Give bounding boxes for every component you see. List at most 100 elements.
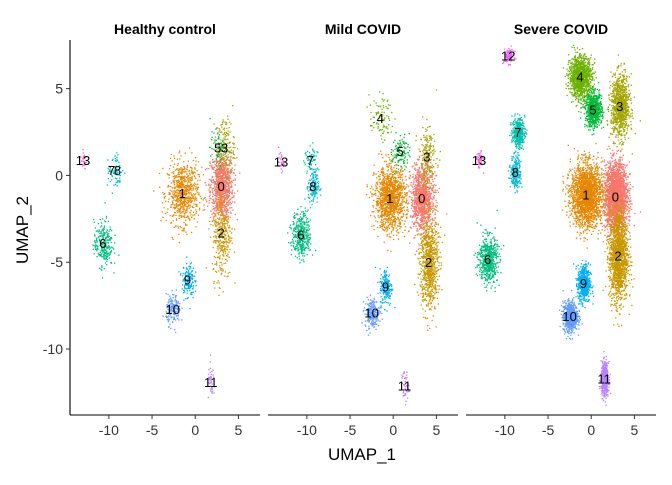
cell-point [178, 170, 179, 171]
cell-point [181, 217, 182, 218]
cell-point [196, 204, 197, 205]
cell-point [226, 197, 227, 198]
cell-point [432, 206, 433, 207]
cell-point [419, 225, 420, 226]
cell-point [196, 211, 197, 212]
cell-point [409, 243, 410, 244]
cell-point [221, 245, 222, 246]
cell-point [385, 187, 386, 188]
cell-point [206, 168, 207, 169]
cell-point [171, 191, 172, 192]
cell-point [385, 218, 386, 219]
cell-point [221, 220, 222, 221]
cell-point [385, 178, 386, 179]
cell-point [169, 193, 170, 194]
cell-point [181, 170, 182, 171]
cell-point [220, 173, 221, 174]
cell-point [189, 308, 190, 309]
cell-point [107, 159, 108, 160]
cell-point [429, 183, 430, 184]
cell-point [168, 186, 169, 187]
cell-point [228, 172, 229, 173]
cell-point [415, 177, 416, 178]
cell-point [396, 168, 397, 169]
cell-point [108, 245, 109, 246]
cell-point [165, 201, 166, 202]
cell-point [402, 192, 403, 193]
cell-point [110, 229, 111, 230]
cell-point [177, 226, 178, 227]
cell-point [436, 175, 437, 176]
cell-point [178, 227, 179, 228]
cell-point [172, 321, 173, 322]
cell-point [220, 209, 221, 210]
cell-point [219, 202, 220, 203]
cell-point [376, 188, 377, 189]
cell-point [174, 207, 175, 208]
cell-point [217, 165, 218, 166]
cell-point [415, 193, 416, 194]
cell-point [212, 159, 213, 160]
cell-point [232, 197, 233, 198]
cell-point [118, 255, 119, 256]
cell-point [191, 201, 192, 202]
cell-point [224, 198, 225, 199]
cell-point [179, 181, 180, 182]
cell-point [111, 247, 112, 248]
cell-point [423, 221, 424, 222]
cell-point [185, 231, 186, 232]
cell-point [162, 168, 163, 169]
cell-point [226, 156, 227, 157]
cell-point [193, 268, 194, 269]
cell-point [386, 161, 387, 162]
cell-point [191, 167, 192, 168]
cell-point [172, 215, 173, 216]
cell-point [390, 236, 391, 237]
cell-point [234, 229, 235, 230]
cell-point [183, 228, 184, 229]
cell-point [232, 191, 233, 192]
cell-point [111, 237, 112, 238]
cell-point [223, 167, 224, 168]
cell-point [187, 293, 188, 294]
cell-point [117, 154, 118, 155]
cell-point [229, 182, 230, 183]
cell-point [109, 231, 110, 232]
cell-point [219, 265, 220, 266]
cell-point [195, 184, 196, 185]
cell-point [176, 199, 177, 200]
cell-point [174, 178, 175, 179]
cell-point [221, 126, 222, 127]
cell-point [174, 329, 175, 330]
cell-point [215, 235, 216, 236]
cell-point [233, 153, 234, 154]
cell-point [369, 197, 370, 198]
cell-point [422, 219, 423, 220]
cell-point [176, 192, 177, 193]
cell-point [189, 208, 190, 209]
cell-point [101, 267, 102, 268]
cell-point [380, 215, 381, 216]
cell-point [181, 179, 182, 180]
cell-point [223, 169, 224, 170]
cell-point [216, 252, 217, 253]
cell-point [428, 218, 429, 219]
cell-point [427, 201, 428, 202]
cell-point [216, 158, 217, 159]
cell-point [402, 202, 403, 203]
cell-point [379, 186, 380, 187]
cell-point [165, 213, 166, 214]
cell-point [228, 130, 229, 131]
cell-point [378, 153, 379, 154]
cell-point [399, 225, 400, 226]
cell-point [114, 155, 115, 156]
cell-point [183, 209, 184, 210]
cell-point [379, 207, 380, 208]
cell-point [103, 256, 104, 257]
cell-point [373, 189, 374, 190]
cell-point [232, 193, 233, 194]
cell-point [406, 179, 407, 180]
cell-point [170, 158, 171, 159]
cell-point [192, 206, 193, 207]
cell-point [366, 184, 367, 185]
